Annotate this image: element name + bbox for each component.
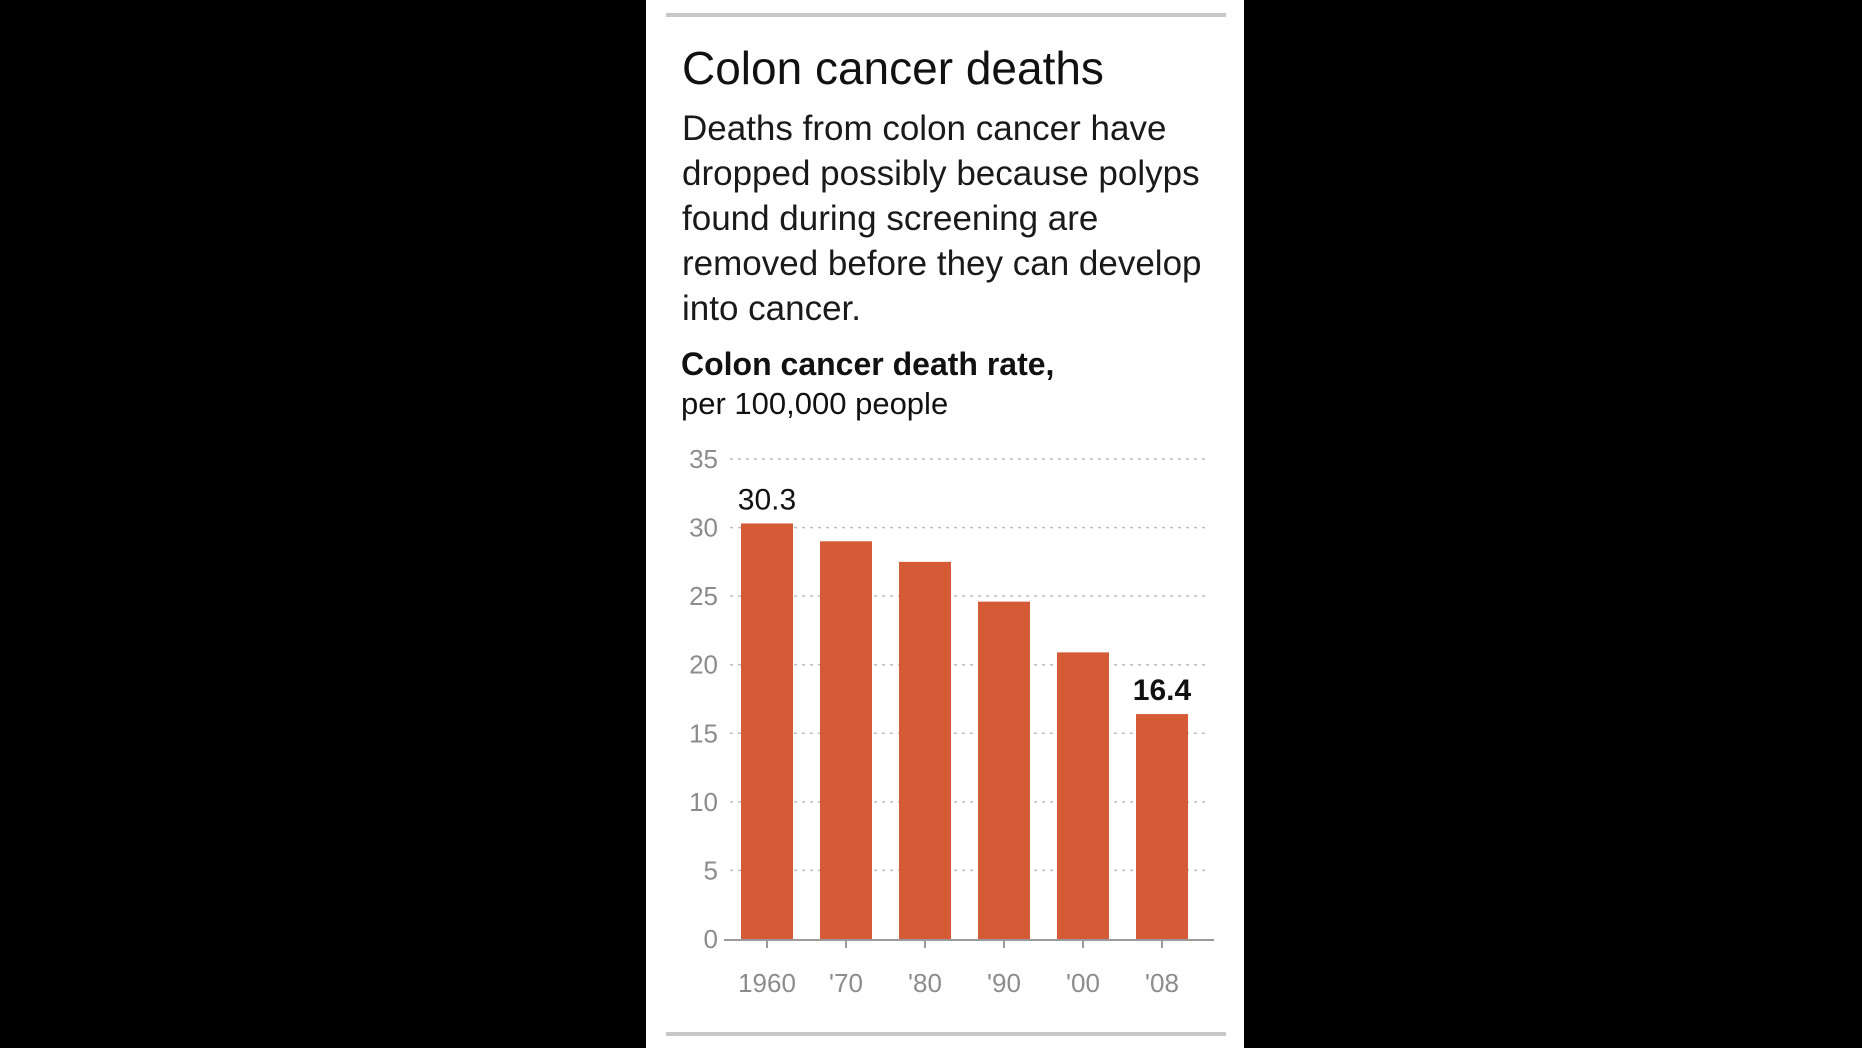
y-tick-label-35: 35 <box>689 444 718 474</box>
x-axis <box>724 939 1214 948</box>
bar-0 <box>741 523 793 939</box>
y-tick-label-20: 20 <box>689 650 718 680</box>
y-tick-label-30: 30 <box>689 513 718 543</box>
graphic-description: Deaths from colon cancer have dropped po… <box>682 109 1202 328</box>
y-tick-label-5: 5 <box>704 855 718 885</box>
chart-heading: Colon cancer death rate, <box>681 346 1055 382</box>
x-tick-label-2: '80 <box>908 968 942 998</box>
chart-subheading: per 100,000 people <box>681 386 949 421</box>
bar-3 <box>978 601 1030 939</box>
gridlines <box>730 458 1210 872</box>
x-tick-label-1: '70 <box>829 968 863 998</box>
bottom-rule <box>666 1032 1226 1036</box>
data-label-0: 30.3 <box>738 483 796 516</box>
bar-2 <box>899 561 951 939</box>
data-label-5: 16.4 <box>1133 674 1192 707</box>
data-labels: 30.3 16.4 <box>738 483 1192 707</box>
infographic-panel: Colon cancer deaths Deaths from colon ca… <box>646 0 1244 1048</box>
x-tick-label-0: 1960 <box>738 968 796 998</box>
y-tick-label-15: 15 <box>689 718 718 748</box>
bar-chart: 0 5 10 15 20 25 30 35 1960 '70 '80 '90 '00 '08 30.3 1… <box>689 444 1214 998</box>
top-rule <box>666 13 1226 17</box>
x-tick-label-4: '00 <box>1066 968 1100 998</box>
bar-4 <box>1057 652 1109 939</box>
x-tick-label-3: '90 <box>987 968 1021 998</box>
y-tick-label-10: 10 <box>689 787 718 817</box>
x-axis-labels: 1960 '70 '80 '90 '00 '08 <box>738 968 1179 998</box>
graphic-title: Colon cancer deaths <box>682 42 1104 94</box>
y-tick-label-0: 0 <box>704 924 718 954</box>
bar-5 <box>1136 714 1188 939</box>
bars <box>741 523 1188 939</box>
bar-1 <box>820 541 872 939</box>
x-tick-label-5: '08 <box>1145 968 1179 998</box>
y-tick-label-25: 25 <box>689 581 718 611</box>
y-axis-ticks: 0 5 10 15 20 25 30 35 <box>689 444 718 954</box>
